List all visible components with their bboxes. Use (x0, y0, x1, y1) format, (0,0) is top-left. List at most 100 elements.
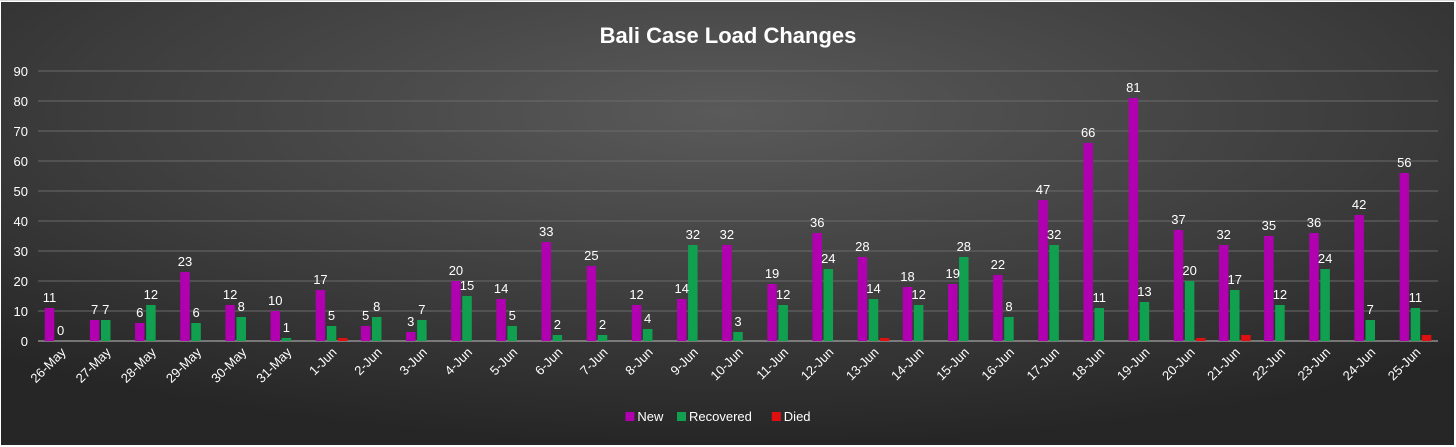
legend-label-died: Died (784, 409, 811, 424)
y-tick-label: 60 (14, 154, 28, 169)
data-label-new: 56 (1397, 155, 1411, 170)
bar-new (586, 266, 597, 341)
bar-recovered (913, 305, 924, 341)
data-label-new: 19 (765, 266, 779, 281)
bar-recovered (1049, 245, 1059, 341)
bar-recovered (236, 317, 246, 341)
bar-new (812, 233, 822, 341)
data-label-recovered: 4 (644, 311, 651, 326)
bar-recovered (1094, 308, 1105, 341)
data-label-recovered: 11 (1093, 290, 1107, 305)
data-label-recovered: 24 (821, 251, 835, 266)
data-label-new: 6 (136, 305, 143, 320)
bar-new (496, 299, 506, 341)
data-label-new: 14 (494, 281, 508, 296)
y-tick-label: 40 (14, 214, 28, 229)
data-label-new: 36 (1307, 215, 1321, 230)
data-label-recovered: 2 (599, 317, 606, 332)
data-label-recovered: 13 (1137, 284, 1151, 299)
bar-recovered (552, 335, 563, 341)
bar-new (676, 299, 687, 341)
bar-new (1038, 200, 1048, 341)
chart-title: Bali Case Load Changes (600, 23, 857, 48)
data-label-new: 19 (945, 266, 959, 281)
bar-recovered (1184, 281, 1195, 341)
gridlines (38, 70, 1438, 342)
data-label-recovered: 24 (1318, 251, 1332, 266)
y-tick-label: 50 (14, 184, 28, 199)
data-label-recovered: 15 (460, 278, 474, 293)
data-label-new: 7 (91, 302, 98, 317)
data-label-new: 28 (855, 239, 869, 254)
data-label-new: 36 (810, 215, 824, 230)
bar-new (360, 326, 371, 341)
bar-recovered (778, 305, 788, 341)
bar-recovered (688, 245, 698, 341)
data-label-recovered: 5 (509, 308, 516, 323)
data-label-new: 66 (1081, 125, 1095, 140)
bar-new (1264, 236, 1274, 341)
y-tick-label: 10 (14, 304, 28, 319)
bar-recovered (1275, 305, 1285, 341)
legend: New Recovered Died (625, 409, 811, 424)
bar-new (1309, 233, 1319, 341)
data-label-new: 33 (539, 224, 553, 239)
y-tick-label: 0 (21, 334, 28, 349)
data-label-recovered: 14 (866, 281, 880, 296)
bar-new (722, 245, 732, 341)
bar-died (1195, 338, 1206, 341)
data-label-new: 5 (362, 308, 369, 323)
bar-new (135, 323, 145, 341)
data-label-new: 81 (1126, 80, 1140, 95)
data-label-recovered: 5 (328, 308, 335, 323)
bar-new (1083, 143, 1093, 341)
bar-new (947, 284, 958, 341)
bar-new (89, 320, 100, 341)
data-label-recovered: 32 (1047, 227, 1061, 242)
bar-new (1399, 173, 1410, 341)
y-tick-label: 90 (14, 64, 28, 79)
bar-died (1421, 335, 1432, 341)
data-label-recovered: 0 (57, 323, 64, 338)
data-label-recovered: 12 (776, 287, 790, 302)
data-label-recovered: 11 (1409, 290, 1423, 305)
bar-recovered (281, 338, 292, 341)
bar-recovered (1004, 317, 1014, 341)
legend-label-new: New (637, 409, 664, 424)
data-label-recovered: 12 (911, 287, 925, 302)
data-label-recovered: 8 (1005, 299, 1012, 314)
bar-recovered (959, 257, 969, 341)
bar-new (315, 290, 326, 341)
bar-recovered (733, 332, 743, 341)
y-tick-label: 30 (14, 244, 28, 259)
bar-new (44, 308, 55, 341)
data-label-recovered: 7 (102, 302, 109, 317)
data-label-recovered: 8 (373, 299, 380, 314)
data-label-new: 18 (900, 269, 914, 284)
data-label-new: 17 (313, 272, 327, 287)
data-label-new: 10 (268, 293, 282, 308)
bar-recovered (417, 320, 427, 341)
bars (44, 98, 1432, 341)
bar-recovered (597, 335, 608, 341)
bar-new (902, 287, 913, 341)
bar-new (1218, 245, 1229, 341)
bar-new (767, 284, 777, 341)
bar-recovered (191, 323, 201, 341)
y-tick-label: 70 (14, 124, 28, 139)
bar-new (857, 257, 868, 341)
data-label-recovered: 6 (192, 305, 199, 320)
legend-label-recovered: Recovered (689, 409, 752, 424)
y-tick-label: 80 (14, 94, 28, 109)
data-label-recovered: 1 (283, 320, 290, 335)
data-label-new: 37 (1171, 212, 1185, 227)
data-label-new: 3 (407, 314, 414, 329)
data-label-new: 47 (1036, 182, 1050, 197)
bar-recovered (823, 269, 834, 341)
bar-recovered (1230, 290, 1240, 341)
bar-recovered (462, 296, 472, 341)
bar-recovered (1410, 308, 1421, 341)
